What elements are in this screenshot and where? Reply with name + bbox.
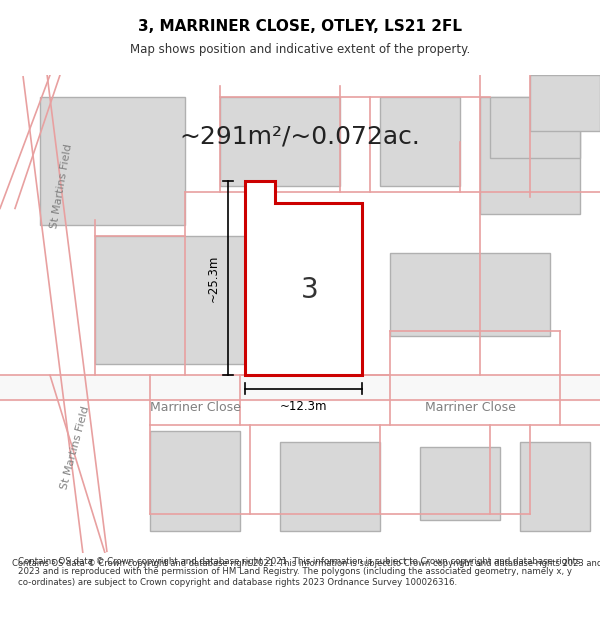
Text: St Martins Field: St Martins Field	[50, 143, 74, 229]
Polygon shape	[420, 448, 500, 520]
Polygon shape	[490, 98, 580, 158]
Text: ~25.3m: ~25.3m	[207, 254, 220, 302]
Polygon shape	[95, 236, 250, 364]
Text: ~291m²/~0.072ac.: ~291m²/~0.072ac.	[179, 124, 421, 148]
Polygon shape	[380, 98, 460, 186]
Text: St Martins Field: St Martins Field	[59, 405, 91, 490]
Polygon shape	[520, 442, 590, 531]
Text: Marriner Close: Marriner Close	[425, 401, 515, 414]
Text: 3, MARRINER CLOSE, OTLEY, LS21 2FL: 3, MARRINER CLOSE, OTLEY, LS21 2FL	[138, 19, 462, 34]
Text: Map shows position and indicative extent of the property.: Map shows position and indicative extent…	[130, 43, 470, 56]
Text: Contains OS data © Crown copyright and database right 2021. This information is : Contains OS data © Crown copyright and d…	[18, 557, 581, 586]
Polygon shape	[480, 98, 580, 214]
Polygon shape	[150, 431, 240, 531]
Text: Marriner Close: Marriner Close	[149, 401, 241, 414]
Text: Contains OS data © Crown copyright and database right 2021. This information is : Contains OS data © Crown copyright and d…	[12, 559, 600, 568]
Text: 3: 3	[301, 276, 319, 304]
Polygon shape	[390, 253, 550, 336]
Polygon shape	[220, 98, 340, 186]
Polygon shape	[40, 98, 185, 225]
Polygon shape	[245, 181, 362, 375]
Text: ~12.3m: ~12.3m	[280, 399, 327, 412]
Polygon shape	[530, 75, 600, 131]
Polygon shape	[280, 442, 380, 531]
